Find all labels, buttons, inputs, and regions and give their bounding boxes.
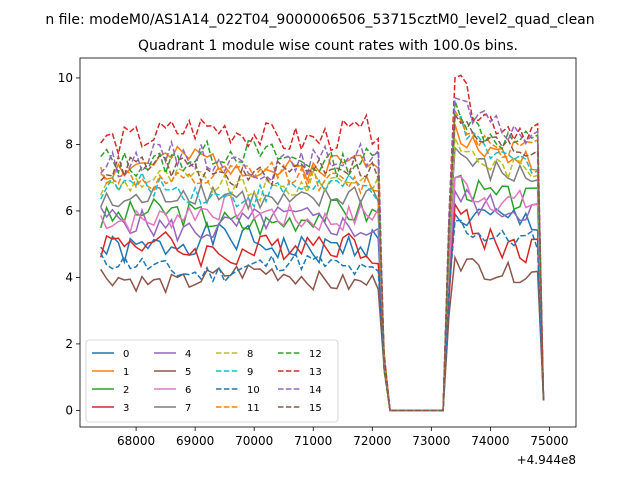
y-tick-label: 0: [65, 403, 73, 417]
figure-suptitle: n file: modeM0/AS1A14_022T04_9000006506_…: [45, 12, 594, 28]
legend-label-5: 5: [185, 367, 191, 378]
legend-label-0: 0: [123, 349, 129, 360]
legend-label-13: 13: [309, 367, 322, 378]
x-tick-label: 69000: [176, 434, 214, 448]
legend-label-15: 15: [309, 403, 322, 414]
x-tick-label: 74000: [471, 434, 509, 448]
y-tick-label: 2: [65, 337, 73, 351]
y-tick-label: 4: [65, 270, 73, 284]
legend-label-6: 6: [185, 385, 191, 396]
chart-title: Quadrant 1 module wise count rates with …: [138, 38, 518, 54]
x-tick-label: 68000: [117, 434, 155, 448]
series-line-13: [100, 74, 545, 412]
legend-label-1: 1: [123, 367, 129, 378]
legend-label-14: 14: [309, 385, 322, 396]
legend-label-2: 2: [123, 385, 129, 396]
axes-frame: [79, 57, 577, 428]
series-line-15: [100, 112, 545, 412]
x-offset-label: +4.944e8: [517, 453, 576, 467]
axis-ticks: 68000 69000 70000 71000 72000 73000 74000 75000…: [58, 71, 569, 448]
plot-area: [99, 74, 545, 412]
legend-label-7: 7: [185, 403, 191, 414]
y-tick-label: 10: [58, 71, 73, 85]
series-line-10: [100, 219, 545, 412]
series-line-2: [99, 174, 545, 412]
x-tick-label: 70000: [235, 434, 273, 448]
legend-label-12: 12: [309, 349, 322, 360]
legend-label-3: 3: [123, 403, 129, 414]
x-tick-label: 72000: [353, 434, 391, 448]
legend-box: [85, 339, 339, 423]
series-line-14: [100, 96, 545, 412]
x-tick-label: 71000: [294, 434, 332, 448]
x-tick-label: 75000: [530, 434, 568, 448]
y-tick-label: 8: [65, 137, 73, 151]
legend-label-10: 10: [247, 385, 260, 396]
series-line-5: [100, 254, 545, 412]
series-line-9: [100, 115, 545, 412]
y-tick-label: 6: [65, 204, 73, 218]
legend-label-9: 9: [247, 367, 253, 378]
series-line-12: [100, 100, 545, 412]
series-line-6: [100, 175, 545, 412]
x-tick-label: 73000: [412, 434, 450, 448]
series-line-1: [100, 124, 545, 412]
legend-label-8: 8: [247, 349, 253, 360]
series-line-11: [99, 108, 545, 412]
legend-label-11: 11: [247, 403, 260, 414]
legend-label-4: 4: [185, 349, 191, 360]
series-line-4: [100, 188, 545, 412]
